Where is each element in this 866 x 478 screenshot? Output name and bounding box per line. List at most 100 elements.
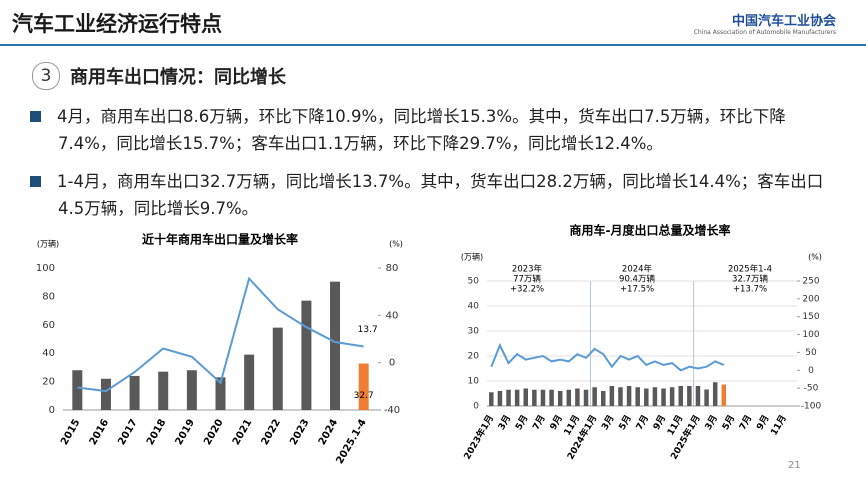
logo: 中国汽车工业协会 China Association of Automobile…	[694, 10, 836, 36]
y-tick-label: 30	[468, 327, 480, 337]
x-tick-label: 5月	[617, 413, 634, 432]
annotation: +32.2%	[510, 285, 544, 295]
annotation: 77万辆	[513, 274, 541, 285]
line	[77, 276, 364, 393]
annotation: 2023年	[512, 264, 543, 275]
bar	[575, 388, 580, 406]
x-tick-label: 9月	[754, 413, 771, 432]
x-tick-label: 9月	[548, 413, 565, 432]
annotation: 2024年	[622, 264, 653, 275]
chart-title: 商用车-月度出口总量及增长率	[570, 223, 731, 238]
y2-tick-label: 50	[805, 348, 817, 358]
x-tick-label: 9月	[651, 413, 668, 432]
y2-tick-label: 40	[386, 310, 399, 321]
x-tick-label: 2022	[260, 417, 283, 447]
x-tick-label: 2023	[288, 417, 311, 447]
bar	[330, 281, 341, 410]
x-tick-label: 7月	[737, 413, 754, 432]
header-title: 汽车工业经济运行特点	[12, 12, 222, 36]
bar	[635, 387, 640, 406]
bar	[301, 300, 312, 410]
bar	[514, 389, 520, 406]
bullet-text: 4月，商用车出口8.6万辆，环比下降10.9%，同比增长15.3%。其中，货车出…	[57, 107, 786, 153]
y2-axis-label: (%)	[808, 253, 822, 262]
x-tick-label: 2025.1-4	[335, 417, 369, 466]
bar	[592, 387, 597, 406]
y-tick-label: 100	[36, 263, 55, 274]
bullet: 4月，商用车出口8.6万辆，环比下降10.9%，同比增长15.3%。其中，货车出…	[30, 103, 842, 157]
y2-tick-label: 0	[389, 358, 395, 369]
y-tick-label: 60	[42, 320, 55, 331]
bar	[549, 389, 554, 406]
bar-value-label: 32.7	[354, 391, 374, 401]
x-tick-label: 3月	[496, 413, 513, 432]
x-tick-label: 5月	[513, 413, 530, 432]
y2-tick-label: -50	[804, 384, 819, 394]
bar	[704, 389, 709, 406]
bar	[186, 370, 197, 410]
y-tick-label: 40	[468, 302, 480, 312]
bar	[506, 389, 511, 406]
x-tick-label: 2015	[59, 417, 82, 447]
bar	[100, 378, 111, 410]
x-tick-label: 2023年1月	[461, 413, 496, 462]
bar	[523, 388, 528, 406]
x-tick-label: 2021	[231, 417, 254, 447]
bar	[678, 386, 683, 406]
x-tick-label: 11月	[769, 413, 789, 437]
bar	[712, 382, 718, 406]
annotation: 32.7万辆	[732, 274, 768, 285]
y-tick-label: 40	[42, 348, 55, 359]
chart-title: 近十年商用车出口量及增长率	[142, 232, 298, 247]
bar	[601, 391, 606, 406]
bar	[244, 354, 255, 410]
bar	[72, 370, 83, 410]
annotation: +17.5%	[620, 285, 654, 295]
bar	[618, 387, 623, 406]
x-tick-label: 5月	[720, 413, 737, 432]
x-tick-label: 3月	[703, 413, 720, 432]
y-axis-label: (万辆)	[461, 252, 483, 262]
bar	[661, 388, 666, 406]
page-number: 21	[788, 460, 801, 471]
bar	[129, 375, 140, 410]
line	[490, 342, 725, 372]
bullet-mark	[30, 111, 41, 122]
y-tick-label: 80	[42, 291, 55, 302]
y2-tick-label: 0	[808, 366, 814, 376]
header-rule	[0, 44, 866, 46]
y-tick-label: 0	[473, 402, 479, 412]
y2-tick-label: 80	[386, 263, 399, 274]
x-tick-label: 3月	[599, 413, 616, 432]
y-tick-label: 50	[468, 277, 480, 287]
x-tick-label: 2020	[202, 417, 225, 447]
bar	[721, 384, 727, 406]
bar	[609, 386, 615, 406]
bar	[532, 389, 537, 406]
y2-tick-label: 150	[802, 312, 819, 322]
bar	[566, 389, 572, 406]
annotation: +13.7%	[733, 285, 767, 295]
bar	[497, 391, 503, 406]
bar	[489, 392, 494, 406]
x-tick-label: 7月	[634, 413, 651, 432]
y-tick-label: 20	[42, 377, 55, 388]
section-number: 3	[32, 62, 60, 90]
x-tick-label: 2016	[88, 417, 111, 447]
bar	[583, 389, 589, 406]
annotation: 2025年1-4	[728, 264, 772, 275]
bar	[540, 389, 546, 406]
bar	[215, 377, 226, 410]
line-value-label: 13.7	[358, 325, 378, 335]
annotation: 90.4万辆	[619, 274, 655, 285]
section-title: 商用车出口情况：同比增长	[70, 67, 286, 88]
y2-tick-label: 200	[802, 294, 819, 304]
y2-axis-label: (%)	[389, 240, 403, 249]
y2-tick-label: -40	[384, 405, 400, 416]
bullet-mark	[30, 176, 41, 187]
bar	[358, 363, 369, 410]
x-tick-label: 2018	[145, 417, 168, 447]
bar	[695, 386, 701, 406]
